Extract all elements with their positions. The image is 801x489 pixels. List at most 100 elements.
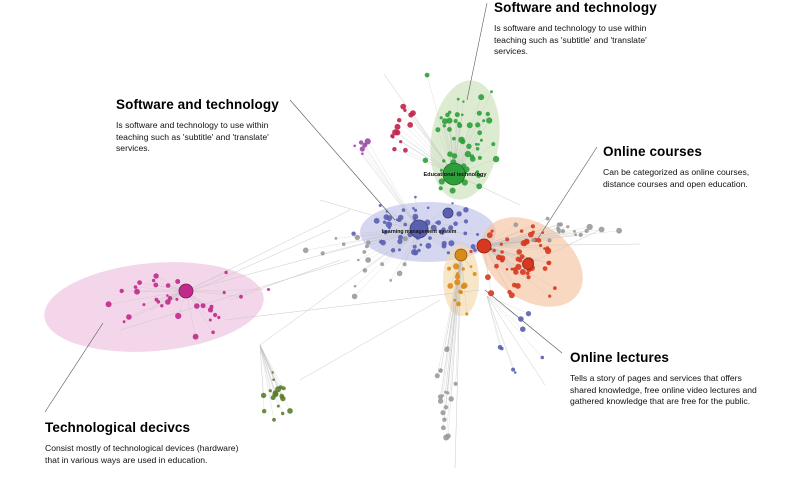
leader-line-devices (44, 322, 104, 413)
graph-edge (362, 153, 420, 230)
graph-node (444, 390, 448, 394)
graph-node (447, 151, 453, 157)
graph-edge (319, 199, 420, 230)
graph-node (485, 274, 491, 281)
node-label-learning-management: Learning management system (382, 229, 457, 235)
graph-node (278, 385, 283, 390)
graph-node (454, 279, 461, 286)
graph-node (439, 116, 443, 120)
graph-node (390, 248, 396, 253)
graph-node (466, 122, 473, 129)
graph-node (428, 236, 432, 240)
graph-node (207, 307, 214, 313)
graph-node (553, 286, 557, 290)
graph-edge (185, 228, 420, 292)
graph-node (473, 248, 477, 252)
graph-node (364, 244, 369, 249)
graph-edge (486, 295, 522, 320)
graph-node (448, 396, 454, 402)
graph-node (494, 263, 499, 269)
graph-edge (483, 243, 641, 247)
graph-node (496, 254, 502, 261)
graph-node (425, 242, 432, 249)
graph-node (366, 240, 371, 245)
graph-node (153, 282, 159, 288)
graph-node (476, 173, 481, 179)
graph-node (403, 108, 407, 112)
graph-node (515, 263, 522, 270)
graph-edge (527, 229, 601, 265)
graph-edge (483, 245, 515, 286)
graph-edge (135, 286, 187, 292)
hub-labels: Educational technology Learning manageme… (382, 172, 488, 235)
graph-edge (360, 142, 420, 230)
graph-edge (367, 141, 420, 230)
graph-node (385, 221, 393, 228)
graph-edge (483, 245, 518, 287)
callout-title: Technological decivcs (45, 420, 191, 435)
graph-node (441, 425, 446, 431)
graph-node (442, 417, 447, 422)
callout-text: Tells a story of pages and services that… (570, 373, 757, 407)
graph-node (513, 371, 517, 374)
graph-node (362, 250, 367, 254)
graph-node (133, 285, 138, 289)
graph-node (486, 117, 493, 124)
leader-line-software-left (289, 99, 396, 221)
graph-node (437, 398, 444, 404)
graph-node (513, 222, 519, 228)
leader-line-online-lectures (484, 289, 563, 354)
graph-node (302, 247, 309, 254)
graph-node (510, 267, 514, 271)
graph-node (461, 179, 468, 186)
graph-node (523, 238, 530, 245)
graph-node (512, 267, 517, 272)
graph-node (378, 204, 382, 207)
graph-node (200, 303, 206, 309)
hub-node-courses-secondary (522, 258, 534, 270)
graph-node (392, 129, 399, 136)
graph-edge (149, 229, 331, 311)
graph-node (438, 368, 443, 373)
graph-node (447, 266, 452, 271)
graph-node (505, 237, 510, 242)
graph-node (548, 294, 552, 298)
graph-node (394, 123, 401, 130)
graph-edge (455, 254, 462, 384)
graph-node (407, 122, 414, 128)
graph-node (166, 294, 169, 297)
graph-node (531, 238, 536, 243)
graph-edge (399, 120, 455, 175)
graph-node (438, 178, 445, 185)
graph-node (430, 224, 437, 231)
graph-node (156, 300, 161, 304)
graph-node (380, 262, 384, 267)
graph-edge (185, 209, 351, 292)
graph-node (586, 223, 593, 231)
graph-edge (483, 229, 559, 247)
graph-node (477, 155, 482, 160)
graph-node (151, 278, 156, 283)
callout-technological-devices: Technological decivcs Consist mostly of … (45, 420, 245, 466)
graph-edge (185, 289, 269, 292)
graph-node (403, 147, 408, 153)
graph-edge (483, 218, 548, 247)
graph-edge (453, 91, 492, 175)
graph-node (134, 288, 140, 295)
graph-node (490, 90, 493, 94)
graph-node (463, 207, 469, 213)
graph-edge (299, 299, 441, 381)
graph-node (474, 142, 478, 146)
graph-node (447, 283, 454, 289)
graph-node (558, 222, 563, 227)
graph-node (351, 231, 356, 236)
graph-edge (119, 259, 351, 331)
graph-node (419, 243, 423, 247)
graph-edge (128, 290, 187, 318)
graph-node (392, 147, 397, 152)
graph-node (488, 290, 495, 297)
graph-edge (259, 344, 284, 389)
graph-node (194, 303, 200, 309)
graph-node (448, 110, 452, 115)
